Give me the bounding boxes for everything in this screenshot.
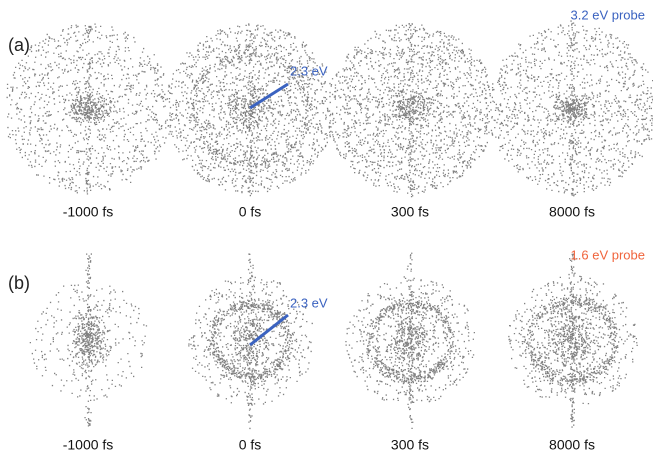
delay-label: 300 fs — [391, 204, 429, 220]
speckle-image — [30, 253, 147, 426]
panel-label: (a) — [8, 35, 30, 55]
panel-label: (b) — [8, 273, 30, 293]
speckle-image — [168, 23, 333, 196]
annotation-line — [250, 84, 288, 108]
speckle-image — [508, 254, 638, 428]
speckle-image — [188, 253, 313, 429]
annotation: 2.3 eV — [290, 295, 328, 310]
delay-label: 0 fs — [239, 204, 262, 220]
annotation: 2.3 eV — [290, 63, 328, 78]
speckle-image — [329, 23, 494, 197]
delay-label: 0 fs — [239, 437, 262, 453]
delay-label: 300 fs — [391, 437, 429, 453]
delay-label: -1000 fs — [63, 437, 114, 453]
speckle-image — [345, 253, 475, 429]
delay-label: -1000 fs — [63, 204, 114, 220]
speckle-image — [7, 24, 172, 195]
probe-label: 1.6 eV probe — [571, 247, 645, 262]
probe-label: 3.2 eV probe — [571, 7, 645, 22]
images — [7, 20, 653, 429]
speckle-image — [491, 20, 653, 196]
delay-label: 8000 fs — [549, 437, 595, 453]
delay-label: 8000 fs — [549, 204, 595, 220]
